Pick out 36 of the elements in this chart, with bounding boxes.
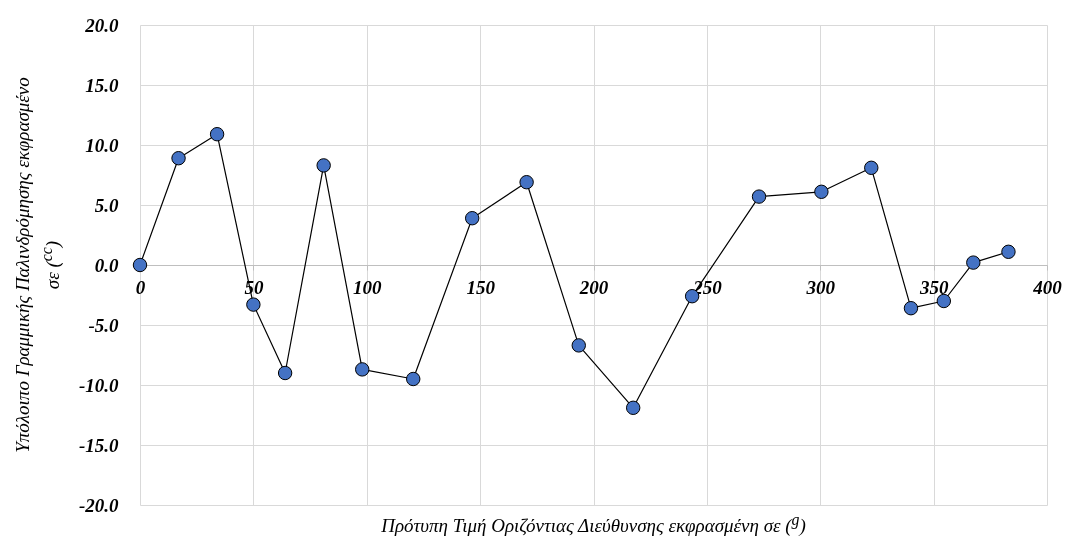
point <box>246 297 261 312</box>
y-tick-label: 0.0 <box>94 254 119 276</box>
x-tick-label: 400 <box>1032 276 1063 298</box>
x-tick-label: 100 <box>353 276 382 298</box>
y-tick-label: 20.0 <box>84 14 119 36</box>
point <box>625 400 641 415</box>
point <box>132 257 148 273</box>
x-tick-label: 200 <box>578 276 609 298</box>
y-tick-label: -10.0 <box>78 374 119 396</box>
y-tick-label: -20.0 <box>78 494 119 516</box>
x-axis-title: Πρότυπη Τιμή Οριζόντιας Διεύθυνσης εκφρασμένη σε ($^{g}$) <box>380 510 807 539</box>
point <box>751 189 767 204</box>
y-tick-label: -5.0 <box>88 314 119 336</box>
point <box>966 255 981 270</box>
x-tick-label: 0 <box>135 276 146 298</box>
point <box>571 338 586 353</box>
point <box>903 301 919 316</box>
x-tick-label: 350 <box>918 276 949 298</box>
y-tick-label: 10.0 <box>85 134 119 156</box>
point <box>316 158 331 173</box>
point <box>519 175 534 190</box>
point <box>406 371 421 387</box>
point <box>209 127 225 142</box>
point <box>277 365 293 381</box>
point <box>864 160 879 175</box>
x-tick-label: 300 <box>805 276 836 298</box>
point <box>355 362 370 377</box>
y-tick-label: -15.0 <box>78 434 119 456</box>
x-tick-label: 150 <box>466 276 496 298</box>
point <box>1001 244 1016 259</box>
y-tick-label: 5.0 <box>94 194 119 216</box>
point <box>464 211 480 226</box>
point <box>936 293 952 309</box>
point <box>171 151 186 166</box>
y-tick-label: 15.0 <box>85 74 119 96</box>
point <box>814 184 829 199</box>
